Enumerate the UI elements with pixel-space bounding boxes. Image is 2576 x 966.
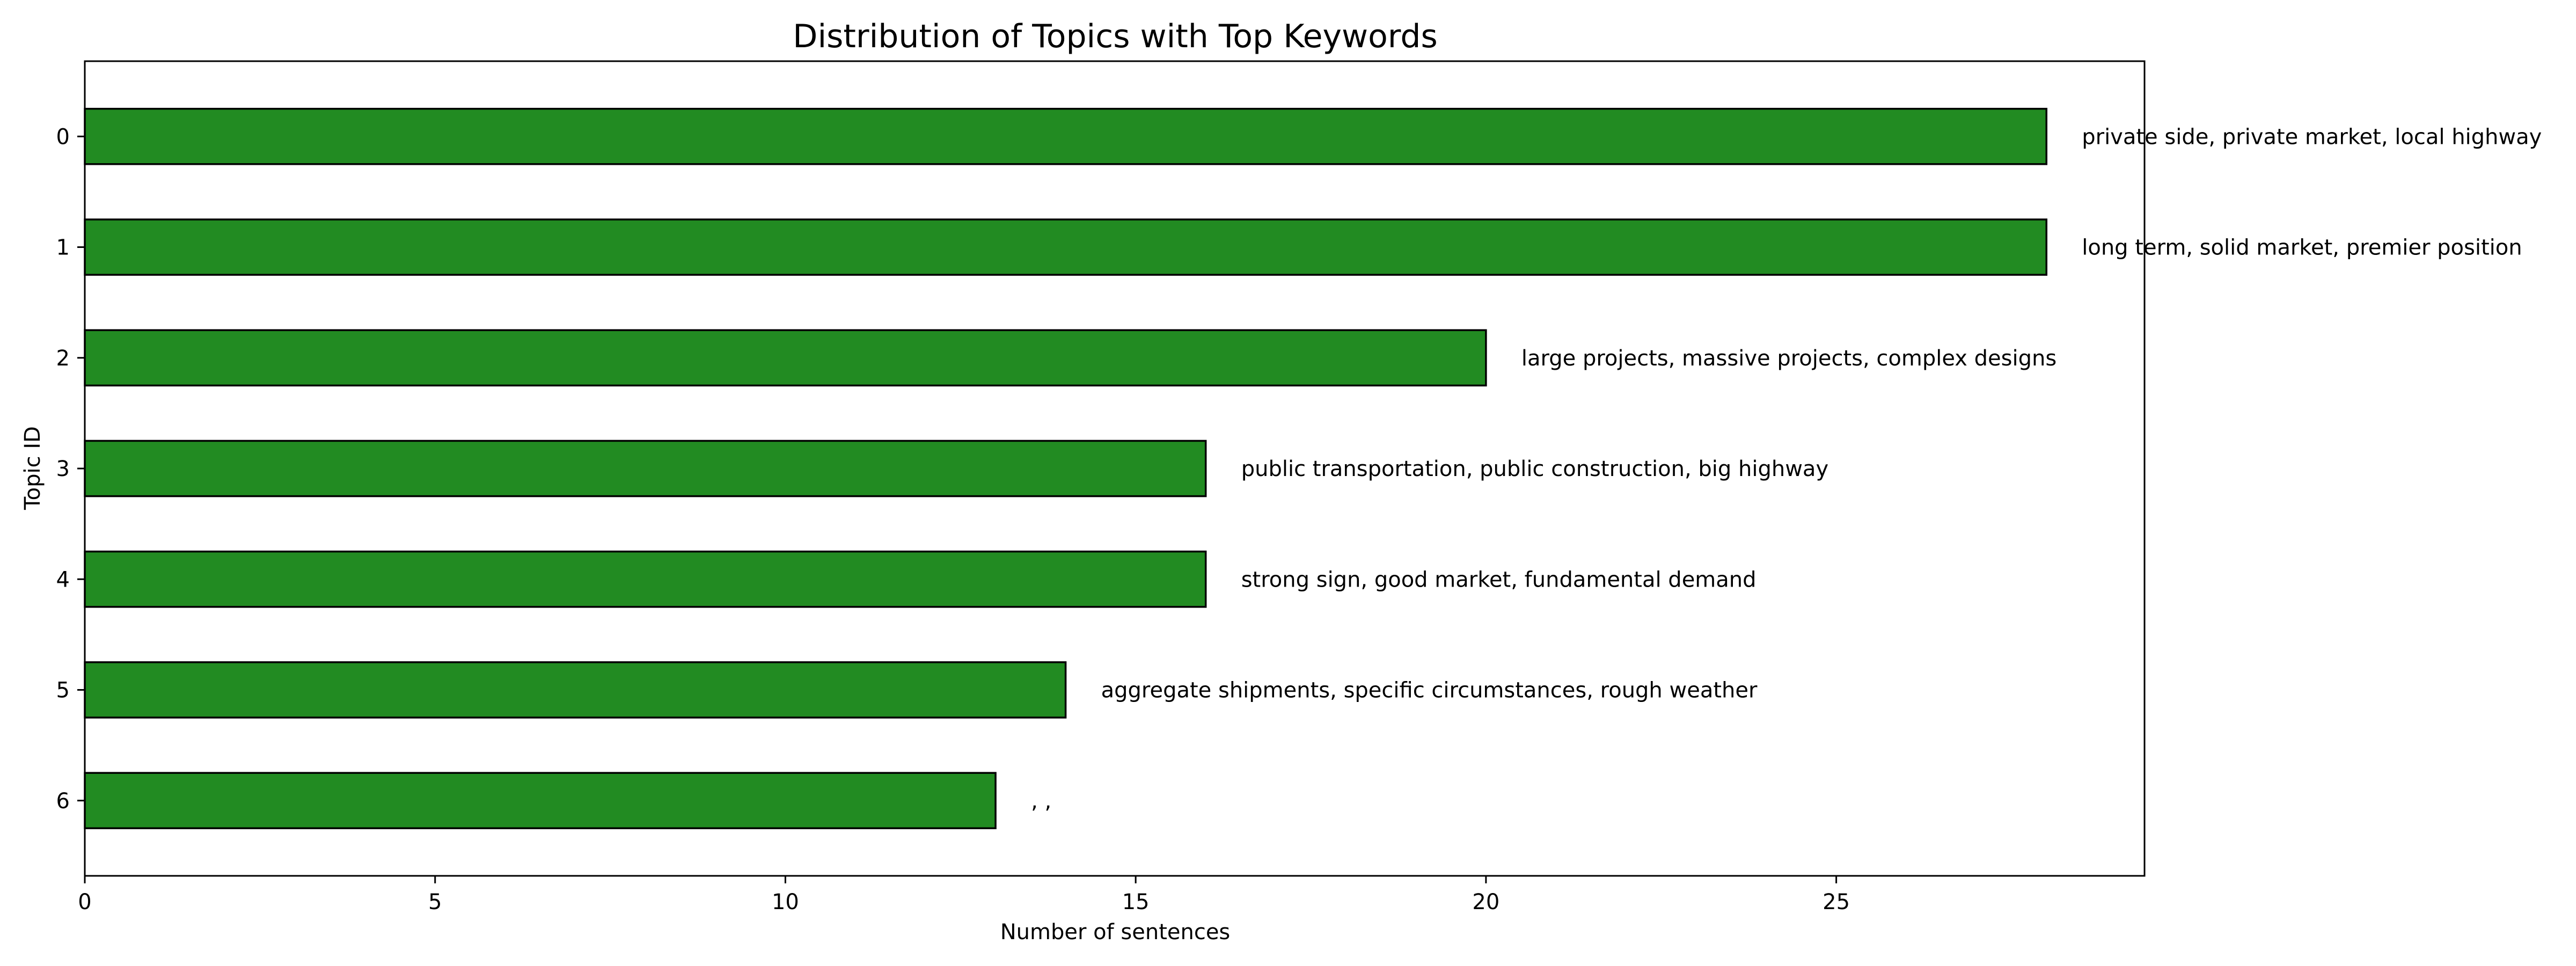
y-tick-label: 5 bbox=[56, 678, 70, 703]
chart-title: Distribution of Topics with Top Keywords bbox=[793, 18, 1437, 55]
bar-topic-4 bbox=[84, 550, 1207, 608]
bar-topic-2 bbox=[84, 329, 1487, 387]
y-axis-ticks: 0 1 2 3 4 5 6 bbox=[56, 125, 85, 814]
y-tick-label: 1 bbox=[56, 236, 70, 260]
bar-label-topic-1: long term, solid market, premier positio… bbox=[2082, 236, 2522, 260]
y-tick-label: 6 bbox=[56, 789, 70, 814]
x-tick-label: 20 bbox=[1472, 890, 1499, 914]
y-tick-label: 3 bbox=[56, 457, 70, 481]
bar-label-topic-5: aggregate shipments, specific circumstan… bbox=[1101, 678, 1758, 703]
x-tick-label: 5 bbox=[428, 890, 442, 914]
bar-labels-group: private side, private market, local high… bbox=[1031, 125, 2542, 814]
y-tick-label: 0 bbox=[56, 125, 70, 149]
y-axis-label: Topic ID bbox=[20, 426, 45, 510]
bars-group bbox=[84, 107, 2047, 830]
x-tick-label: 0 bbox=[78, 890, 91, 914]
bar-topic-5 bbox=[84, 661, 1067, 719]
bar-topic-6 bbox=[84, 772, 997, 830]
bar-label-topic-4: strong sign, good market, fundamental de… bbox=[1241, 567, 1757, 592]
bar-label-topic-2: large projects, massive projects, comple… bbox=[1521, 346, 2057, 371]
x-tick-label: 25 bbox=[1823, 890, 1850, 914]
bar-label-topic-0: private side, private market, local high… bbox=[2082, 125, 2542, 149]
bar-topic-1 bbox=[84, 218, 2047, 276]
y-tick-label: 4 bbox=[56, 567, 70, 592]
x-axis-ticks: 0 5 10 15 20 25 bbox=[78, 876, 1850, 914]
plot-frame bbox=[84, 60, 2146, 877]
bar-label-topic-3: public transportation, public constructi… bbox=[1241, 457, 1828, 481]
x-tick-label: 15 bbox=[1122, 890, 1150, 914]
x-tick-label: 10 bbox=[772, 890, 799, 914]
x-axis-label: Number of sentences bbox=[1000, 920, 1231, 945]
bar-topic-3 bbox=[84, 440, 1207, 497]
bar-topic-0 bbox=[84, 107, 2047, 165]
y-tick-label: 2 bbox=[56, 346, 70, 371]
bar-label-topic-6: , , bbox=[1031, 789, 1051, 814]
